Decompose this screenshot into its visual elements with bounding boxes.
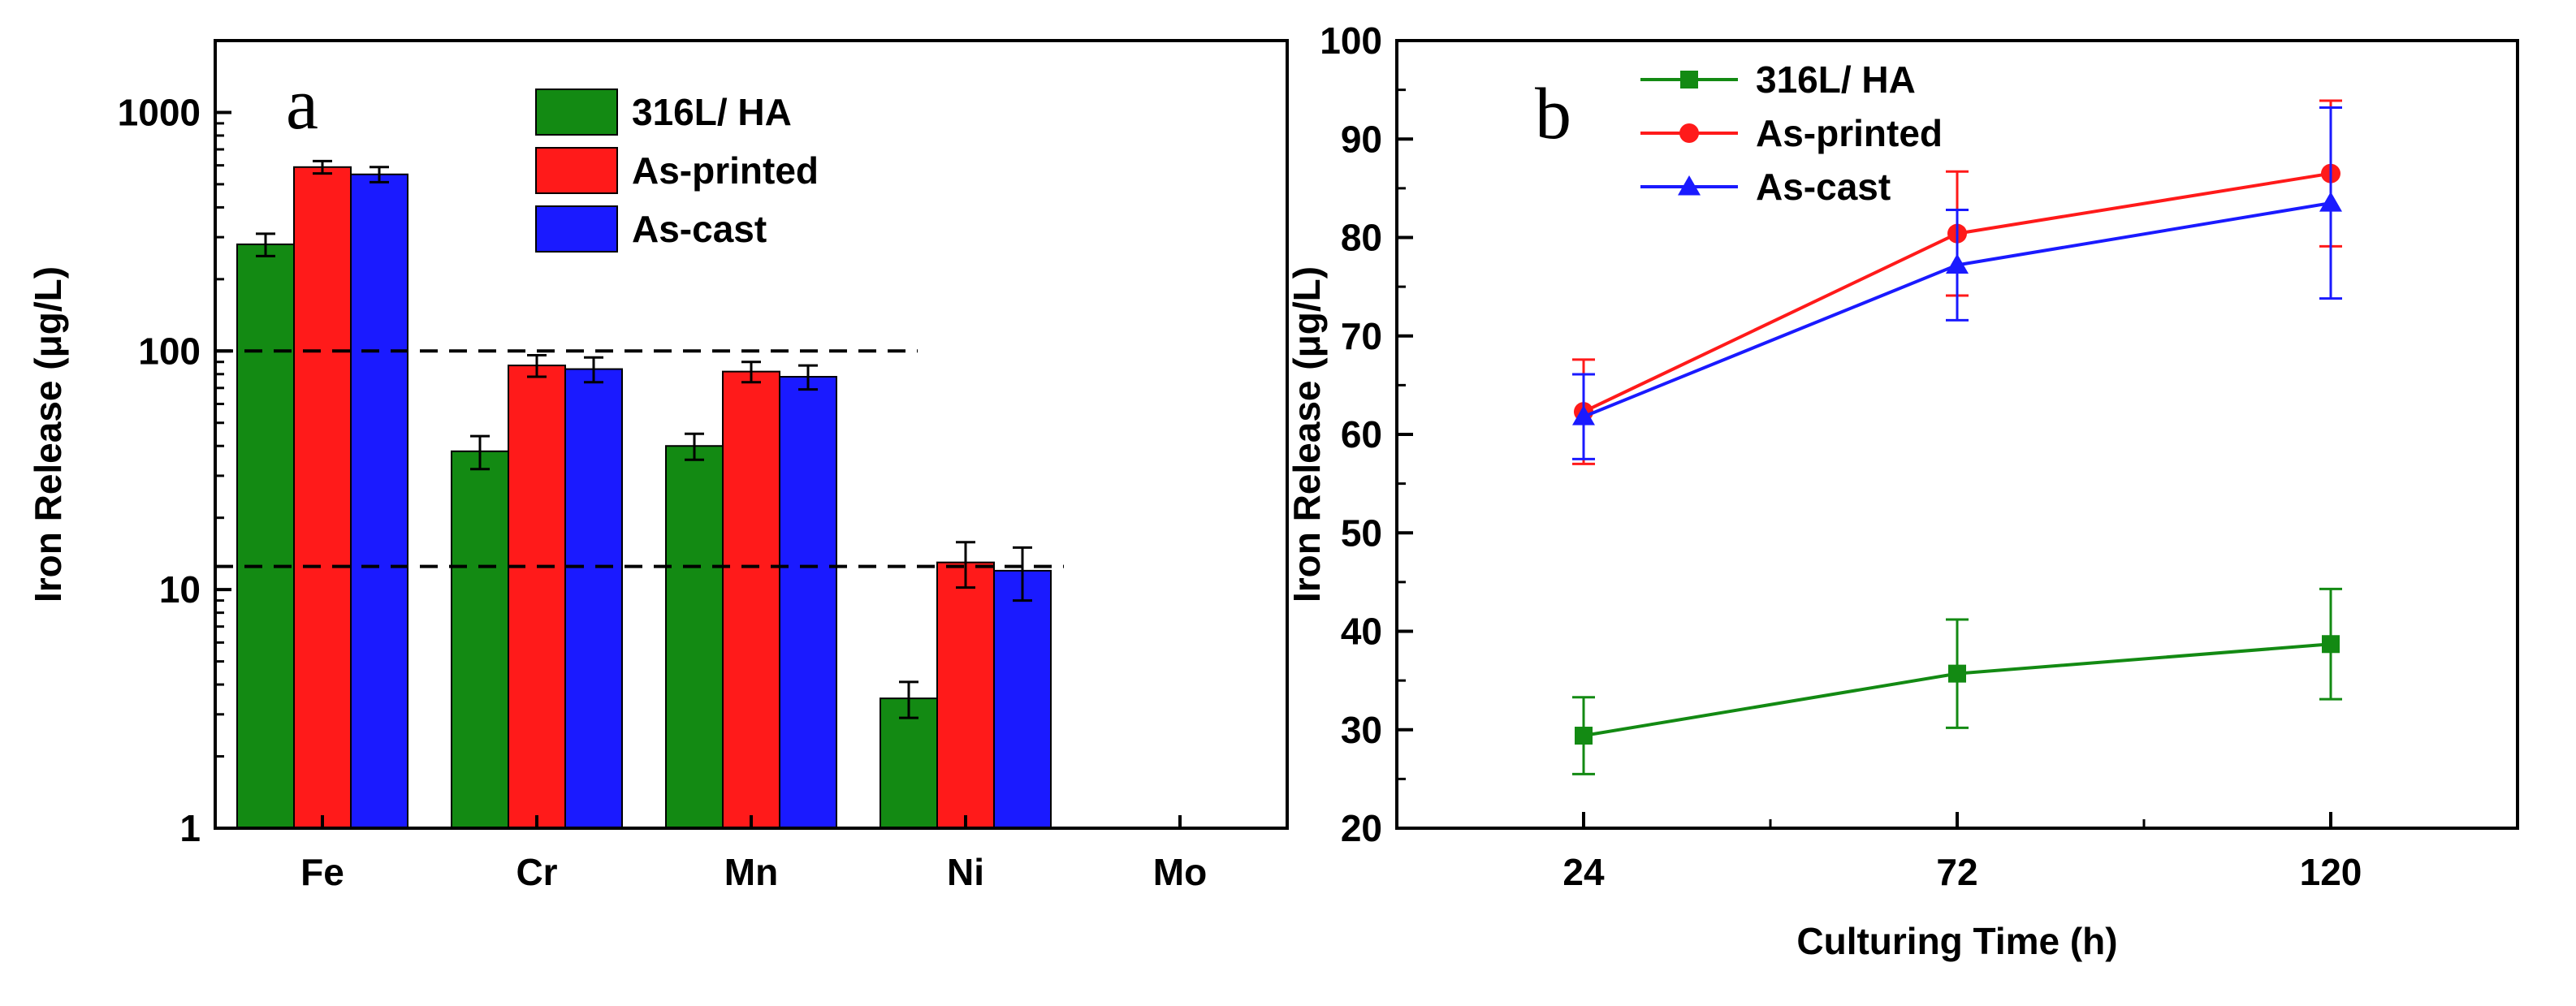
b-legend-marker-0	[1680, 71, 1698, 89]
b-legend-marker-1	[1679, 123, 1699, 143]
a-y-tick-label: 100	[138, 330, 201, 372]
a-legend-swatch-0	[535, 89, 618, 136]
a-y-tick-label: 1	[179, 807, 201, 849]
b-y-axis: 20 30 40 50 60 70 80 90 100	[1320, 19, 1413, 849]
a-legend-label-2: As-cast	[632, 208, 767, 250]
b-y-tick-label: 60	[1341, 413, 1382, 456]
b-y-tick-label: 80	[1341, 217, 1382, 259]
b-plot-frame	[1395, 39, 2519, 830]
panel-a: 1 10 100 1000 Fe Cr Mn Ni Mo a Iron Release (μg…	[27, 39, 1289, 893]
a-bar-cr-2	[564, 368, 623, 829]
b-y-tick-label: 20	[1341, 807, 1382, 849]
a-bar-ni-1	[936, 561, 995, 830]
a-bars	[236, 159, 1052, 830]
a-error-bar-fe-2	[370, 166, 389, 183]
b-legend-label-2: As-cast	[1756, 166, 1891, 208]
a-bar-fe-1	[293, 166, 352, 829]
a-bar-fe-2	[350, 173, 408, 829]
a-error-bar-ni-0	[899, 680, 918, 719]
b-point-2-0	[1572, 405, 1595, 425]
b-x-tick-label: 72	[1936, 851, 1977, 893]
a-x-tick-label: Mn	[724, 851, 778, 893]
a-error-bar-fe-1	[313, 159, 332, 175]
a-bar-mn-0	[665, 445, 724, 829]
a-error-bar-fe-0	[256, 232, 275, 257]
a-legend-label-0: 316L/ HA	[632, 91, 792, 133]
a-error-bar-ni-1	[956, 541, 975, 589]
a-bar-mn-2	[779, 376, 837, 829]
panel-b: 20 30 40 50 60 70 80 90 100 24 72 120 b Iron Relea…	[1286, 19, 2519, 962]
a-error-bar-ni-2	[1013, 546, 1032, 602]
b-x-tick-label: 24	[1562, 851, 1605, 893]
a-error-bar-cr-1	[527, 354, 547, 378]
a-panel-label: a	[286, 64, 318, 145]
b-y-tick-label: 90	[1341, 118, 1382, 160]
a-y-axis-label: Iron Release (μg/L)	[27, 266, 69, 602]
a-reference-lines	[215, 349, 1064, 568]
a-x-tick-label: Cr	[516, 851, 557, 893]
b-series	[1572, 99, 2342, 775]
a-x-tick-label: Fe	[300, 851, 344, 893]
a-legend: 316L/ HA As-printed As-cast	[535, 89, 819, 253]
a-legend-swatch-1	[535, 147, 618, 194]
b-series-0	[1572, 587, 2342, 775]
b-point-2-1	[1946, 253, 1969, 274]
a-legend-label-1: As-printed	[632, 149, 819, 192]
b-y-axis-label: Iron Release (μg/L)	[1286, 266, 1328, 602]
b-series-2	[1572, 106, 2342, 460]
a-error-bar-cr-0	[470, 434, 490, 471]
b-y-tick-label: 50	[1341, 512, 1382, 554]
a-legend-swatch-2	[535, 205, 618, 253]
b-x-axis-label: Culturing Time (h)	[1796, 920, 2117, 962]
b-legend: 316L/ HA As-printed As-cast	[1640, 58, 1943, 208]
a-bar-ni-2	[993, 569, 1052, 829]
b-point-0-1	[1948, 664, 1966, 683]
a-x-tick-label: Ni	[947, 851, 984, 893]
b-panel-label: b	[1535, 74, 1571, 154]
a-y-tick-label: 1000	[118, 91, 201, 133]
a-error-bar-mn-2	[798, 364, 818, 391]
b-legend-label-1: As-printed	[1756, 112, 1943, 154]
a-error-bar-mn-1	[741, 361, 761, 384]
a-error-bar-cr-2	[584, 356, 603, 384]
b-legend-label-0: 316L/ HA	[1756, 58, 1916, 101]
b-y-tick-label: 70	[1341, 315, 1382, 357]
a-bar-mn-1	[722, 370, 780, 829]
b-y-tick-label: 40	[1341, 611, 1382, 653]
b-legend-marker-2	[1678, 175, 1701, 196]
a-x-axis: Fe Cr Mn Ni Mo	[300, 815, 1207, 893]
b-point-0-0	[1575, 727, 1593, 745]
a-bar-cr-1	[508, 365, 566, 829]
b-point-0-2	[2322, 635, 2340, 654]
b-y-tick-label: 100	[1320, 19, 1382, 62]
b-x-tick-label: 120	[2300, 851, 2362, 893]
a-y-tick-label: 10	[159, 568, 201, 611]
a-bar-cr-0	[451, 450, 509, 829]
a-error-bar-mn-0	[685, 432, 704, 461]
a-x-tick-label: Mo	[1153, 851, 1207, 893]
a-y-axis: 1 10 100 1000	[118, 39, 231, 849]
b-y-tick-label: 30	[1341, 709, 1382, 751]
b-point-2-2	[2319, 192, 2342, 212]
b-x-axis: 24 72 120	[1562, 812, 2362, 893]
a-bar-fe-0	[236, 243, 295, 830]
